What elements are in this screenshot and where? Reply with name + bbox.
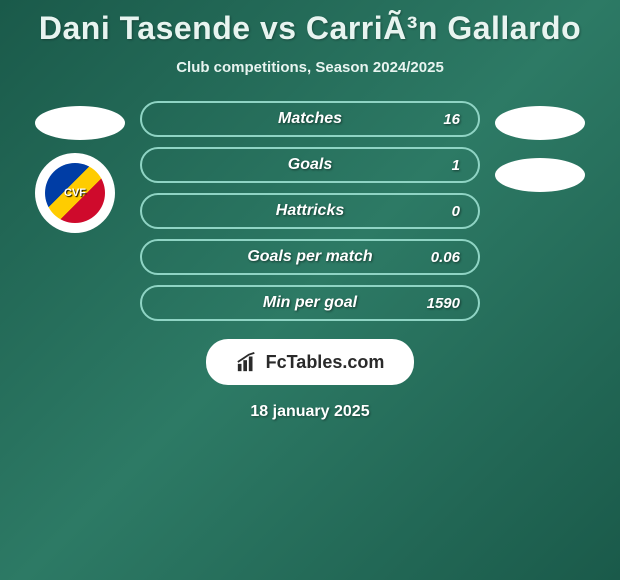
comparison-infographic: Dani Tasende vs CarriÃ³n Gallardo Club c… bbox=[0, 0, 620, 431]
comparison-title: Dani Tasende vs CarriÃ³n Gallardo bbox=[39, 10, 581, 47]
stat-value-right: 1590 bbox=[427, 295, 460, 312]
stat-bar-hattricks: Hattricks 0 bbox=[140, 193, 480, 229]
right-side-column bbox=[495, 101, 585, 192]
stat-bar-goals: Goals 1 bbox=[140, 147, 480, 183]
stat-label: Matches bbox=[278, 110, 342, 128]
stat-label: Min per goal bbox=[263, 294, 357, 312]
stat-value-right: 16 bbox=[443, 111, 460, 128]
left-crest-placeholder bbox=[35, 106, 125, 140]
stat-label: Hattricks bbox=[276, 202, 344, 220]
stat-value-right: 0.06 bbox=[431, 249, 460, 266]
brand-box: FcTables.com bbox=[206, 339, 415, 385]
stat-bar-goals-per-match: Goals per match 0.06 bbox=[140, 239, 480, 275]
content-row: CVF Matches 16 Goals 1 Hattricks 0 Goals… bbox=[0, 101, 620, 321]
footer-section: FcTables.com 18 january 2025 bbox=[206, 339, 415, 421]
club-logo-badge: CVF bbox=[45, 163, 105, 223]
comparison-subtitle: Club competitions, Season 2024/2025 bbox=[176, 59, 444, 76]
stat-bar-matches: Matches 16 bbox=[140, 101, 480, 137]
club-logo-left: CVF bbox=[35, 153, 115, 233]
brand-text: FcTables.com bbox=[266, 352, 385, 373]
stat-label: Goals bbox=[288, 156, 332, 174]
stat-label: Goals per match bbox=[247, 248, 372, 266]
right-crest-placeholder-2 bbox=[495, 158, 585, 192]
right-crest-placeholder-1 bbox=[495, 106, 585, 140]
stat-value-right: 1 bbox=[452, 157, 460, 174]
date-text: 18 january 2025 bbox=[250, 403, 369, 421]
stats-column: Matches 16 Goals 1 Hattricks 0 Goals per… bbox=[140, 101, 480, 321]
left-side-column: CVF bbox=[35, 101, 125, 233]
chart-icon bbox=[236, 351, 258, 373]
stat-value-right: 0 bbox=[452, 203, 460, 220]
stat-bar-min-per-goal: Min per goal 1590 bbox=[140, 285, 480, 321]
